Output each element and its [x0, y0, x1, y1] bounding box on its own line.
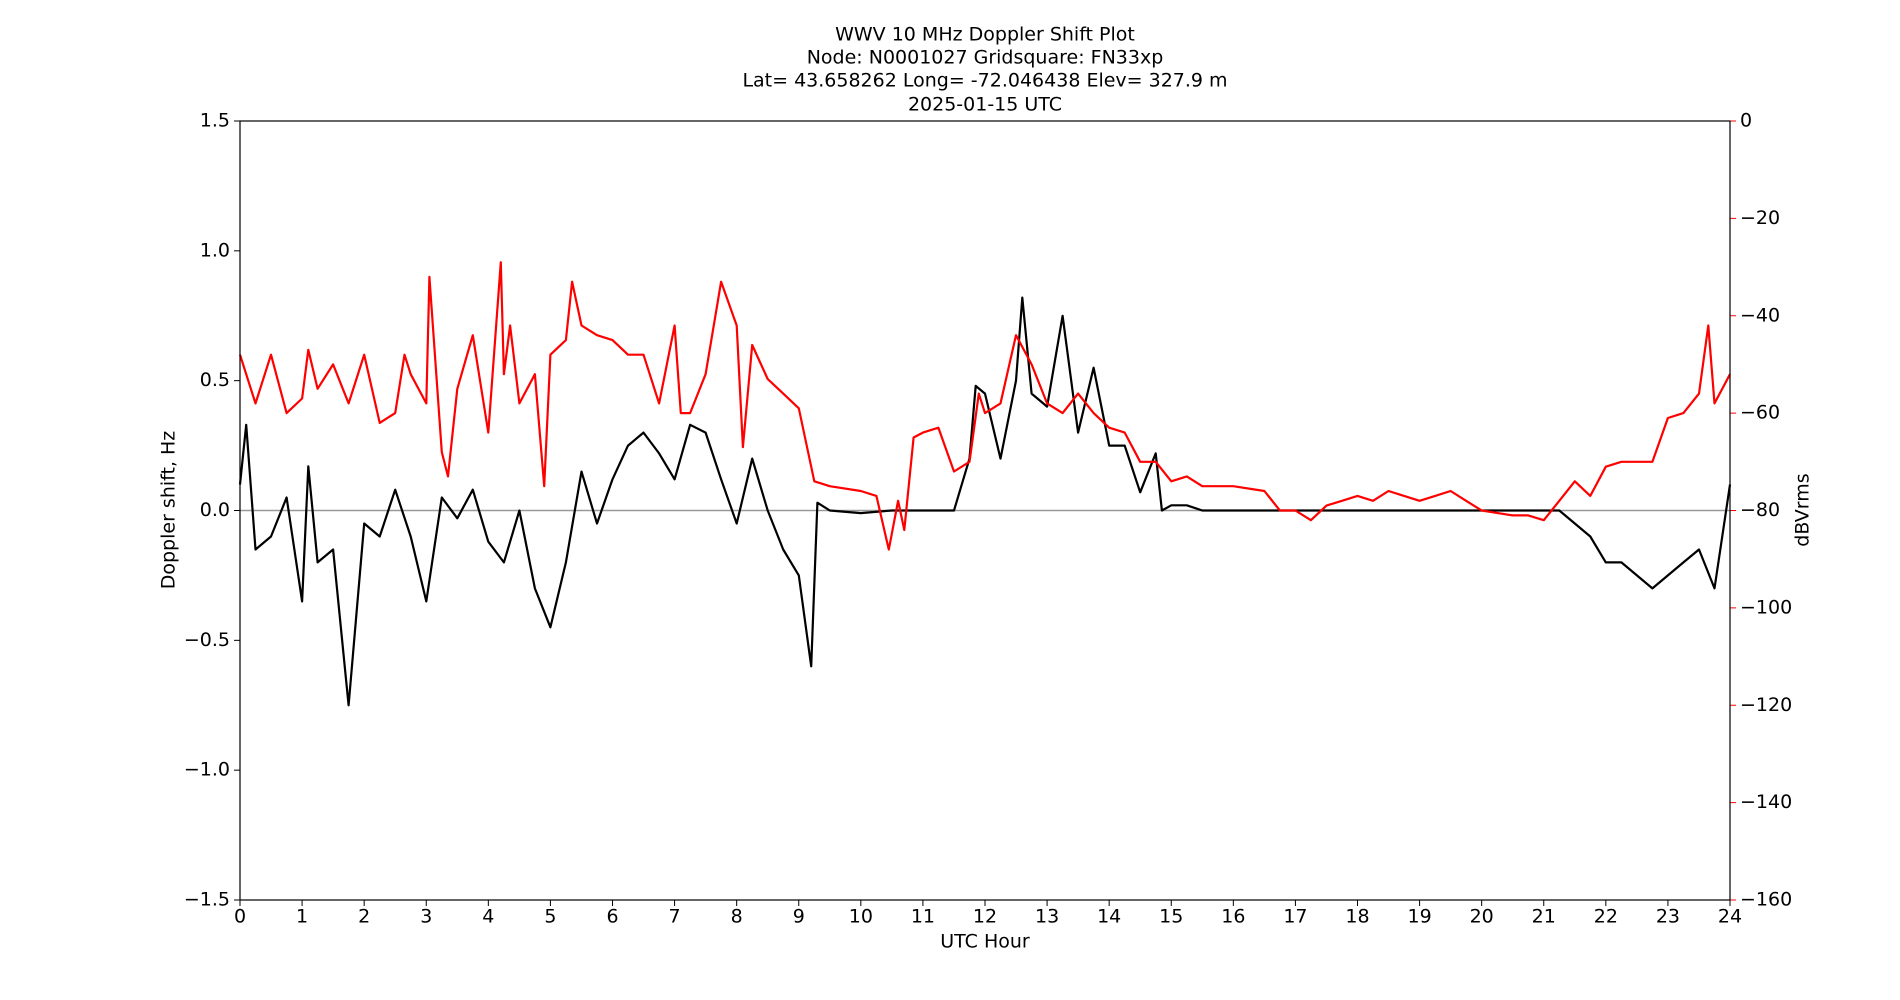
y2-tick-label: −160	[1740, 889, 1792, 911]
x-tick-label: 2	[358, 906, 370, 928]
y2-axis-label: dBVrms	[1792, 473, 1814, 546]
x-tick-label: 16	[1221, 906, 1245, 928]
x-axis-label: UTC Hour	[940, 931, 1030, 953]
y2-tick-label: −80	[1740, 499, 1780, 521]
y2-tick-label: −60	[1740, 402, 1780, 424]
y2-tick-label: −140	[1740, 791, 1792, 813]
x-tick-label: 1	[296, 906, 308, 928]
x-tick-label: 23	[1656, 906, 1680, 928]
x-tick-label: 20	[1470, 906, 1494, 928]
x-tick-label: 12	[973, 906, 997, 928]
x-tick-label: 24	[1718, 906, 1742, 928]
x-tick-label: 6	[606, 906, 618, 928]
x-tick-label: 13	[1035, 906, 1059, 928]
x-tick-label: 7	[669, 906, 681, 928]
y-tick-label: −1.0	[184, 759, 230, 781]
y-tick-label: 1.0	[200, 239, 230, 261]
chart-title: WWV 10 MHz Doppler Shift Plot	[835, 24, 1135, 46]
y2-tick-label: 0	[1740, 110, 1752, 132]
x-tick-label: 10	[849, 906, 873, 928]
data-line	[238, 296, 1732, 707]
y-axis-label: Doppler shift, Hz	[158, 431, 180, 590]
x-tick-label: 18	[1345, 906, 1369, 928]
y2-tick-label: −120	[1740, 694, 1792, 716]
x-tick-label: 21	[1532, 906, 1556, 928]
y-tick-label: −1.5	[184, 889, 230, 911]
x-tick-label: 11	[911, 906, 935, 928]
x-tick-label: 0	[234, 906, 246, 928]
data-line	[238, 261, 1731, 551]
x-tick-label: 15	[1159, 906, 1183, 928]
y2-tick-label: −100	[1740, 596, 1792, 618]
x-tick-label: 4	[482, 906, 494, 928]
x-tick-label: 19	[1407, 906, 1431, 928]
chart-title: 2025-01-15 UTC	[908, 94, 1062, 116]
x-tick-label: 5	[544, 906, 556, 928]
x-tick-label: 22	[1594, 906, 1618, 928]
y-tick-label: 1.5	[200, 110, 230, 132]
x-tick-label: 17	[1283, 906, 1307, 928]
x-tick-label: 14	[1097, 906, 1121, 928]
y-tick-label: 0.5	[200, 369, 230, 391]
y-tick-label: −0.5	[184, 629, 230, 651]
x-tick-label: 8	[731, 906, 743, 928]
y2-tick-label: −20	[1740, 207, 1780, 229]
x-tick-label: 3	[420, 906, 432, 928]
plot-frame	[239, 120, 1731, 901]
x-tick-label: 9	[793, 906, 805, 928]
chart-title: Node: N0001027 Gridsquare: FN33xp	[807, 47, 1164, 69]
chart-title: Lat= 43.658262 Long= -72.046438 Elev= 32…	[742, 70, 1227, 92]
y-tick-label: 0.0	[200, 499, 230, 521]
y2-tick-label: −40	[1740, 304, 1780, 326]
